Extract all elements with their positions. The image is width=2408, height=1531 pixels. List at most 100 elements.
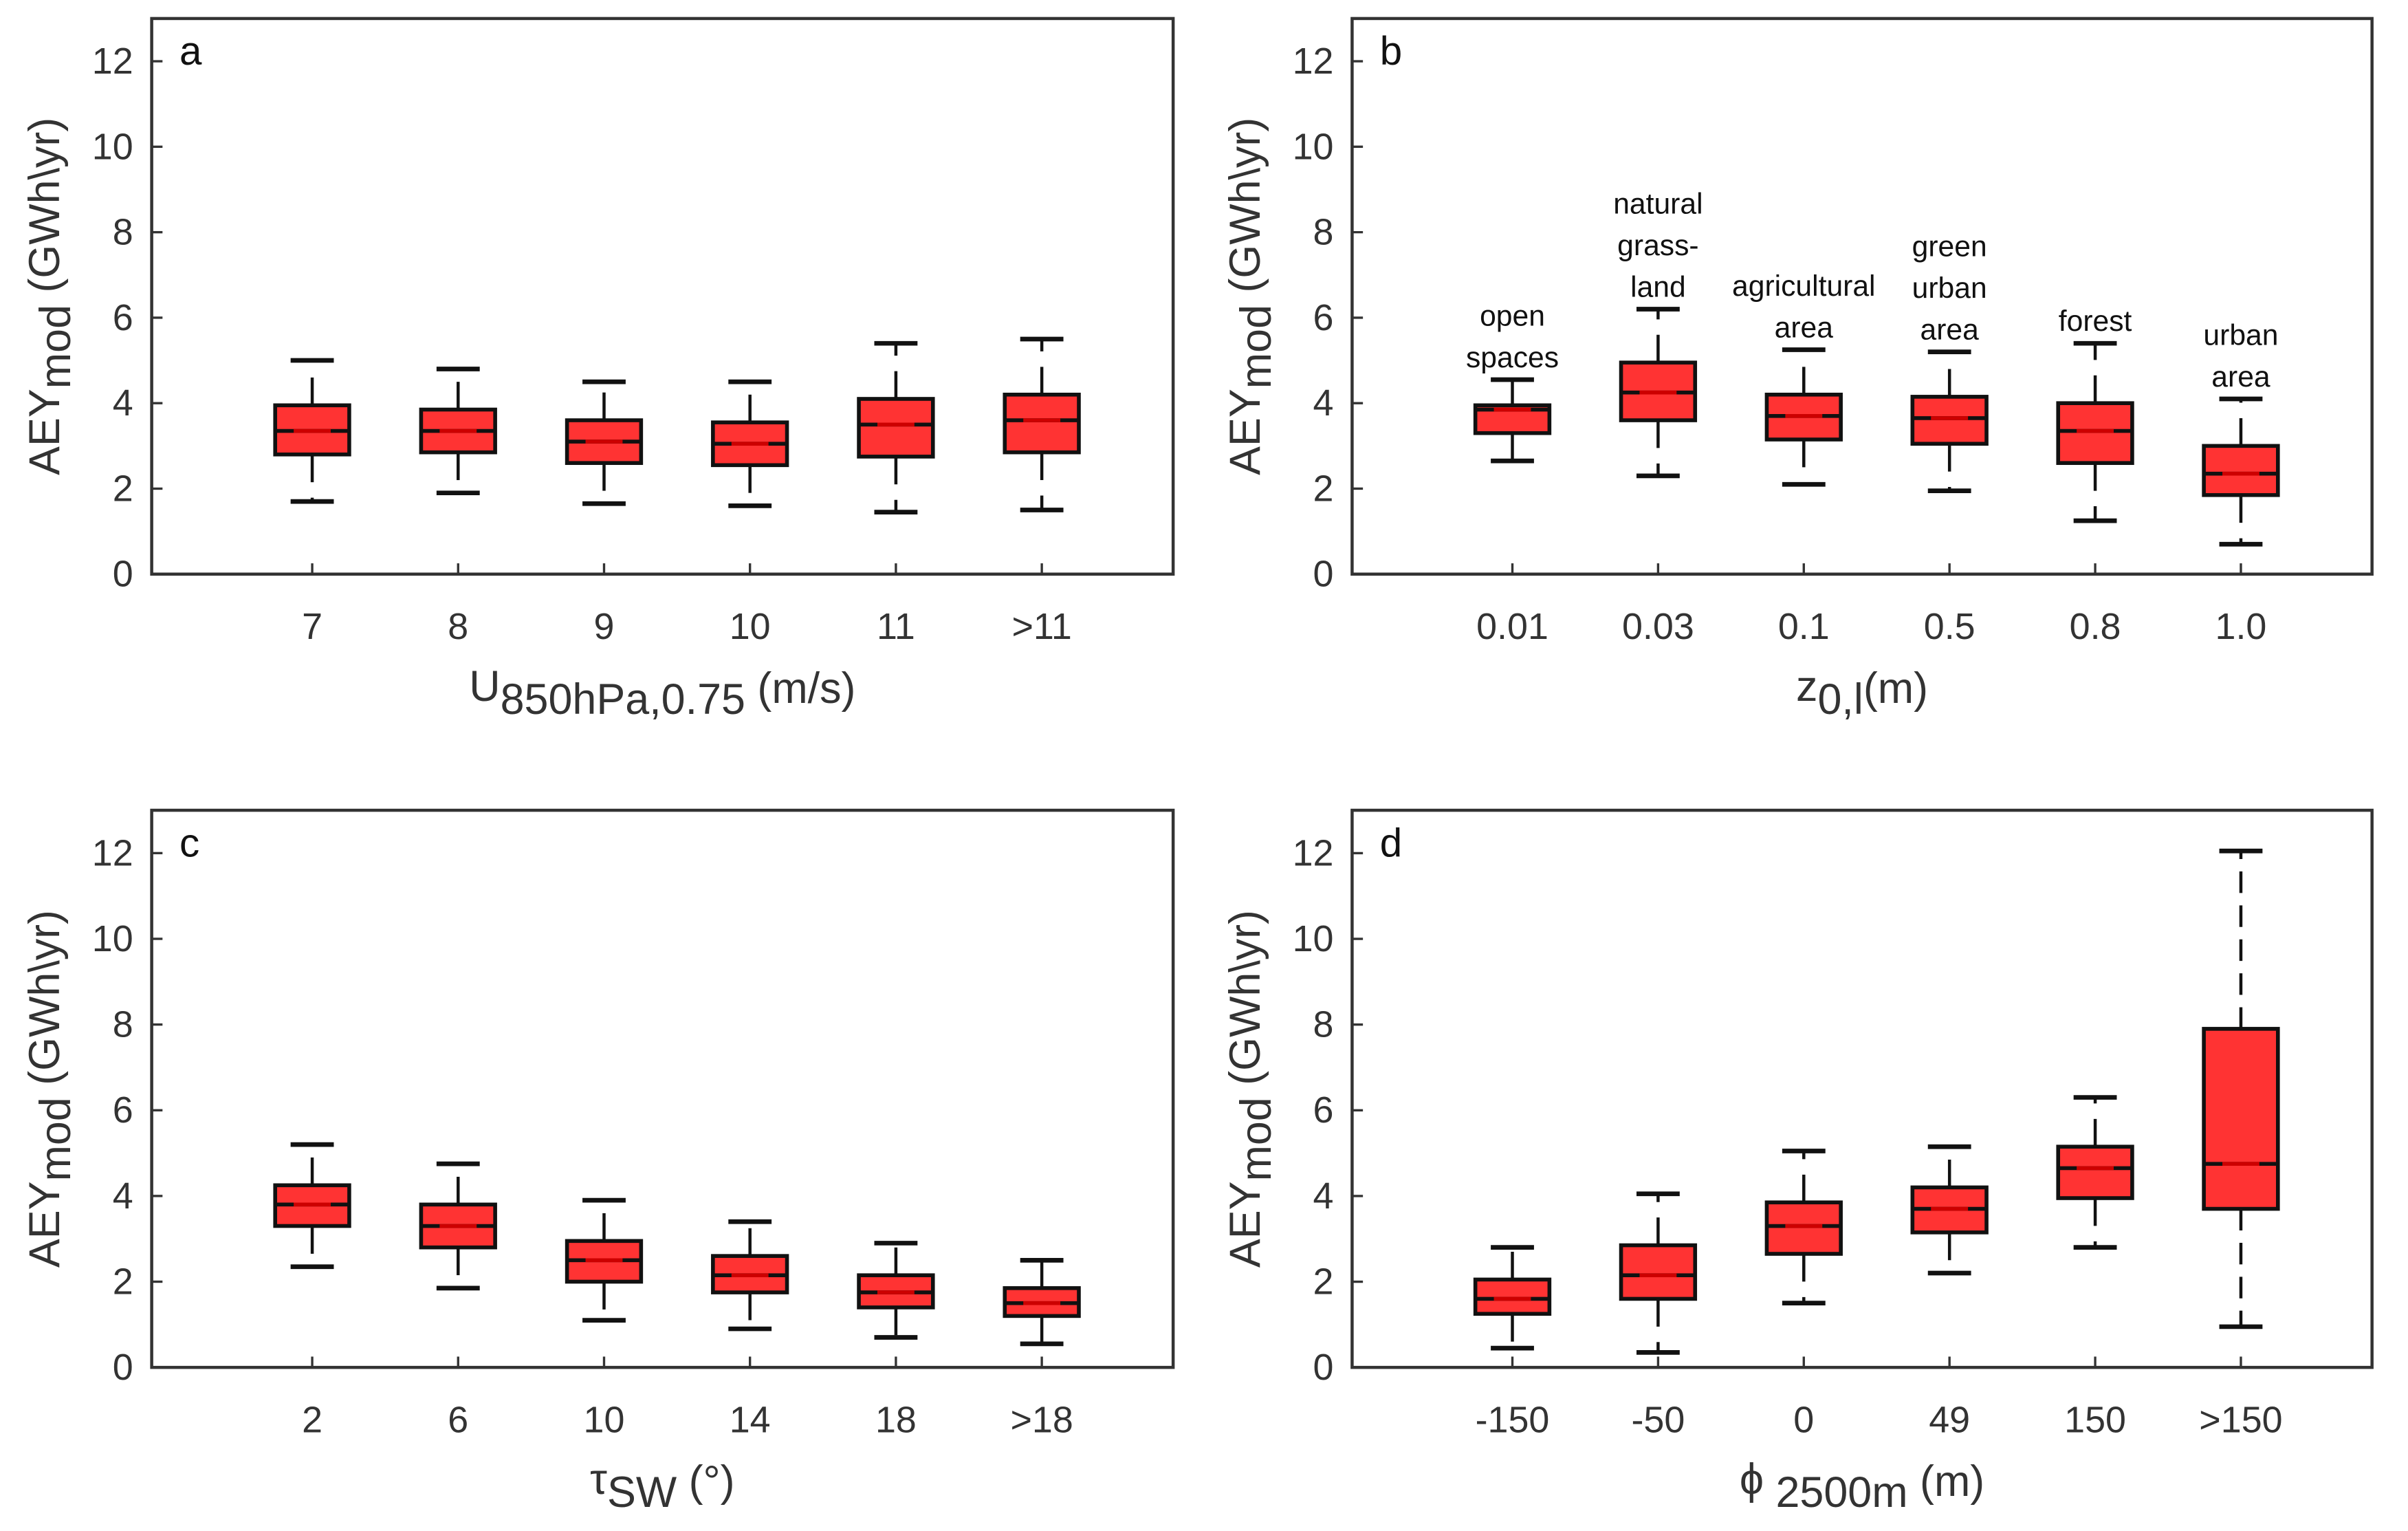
x-axis-label: U850hPa,0.75 (m/s) <box>469 662 855 724</box>
box-0 <box>273 358 351 504</box>
box-5 <box>2202 848 2280 1329</box>
y-tick-label: 8 <box>1313 212 1334 253</box>
y-label-main: AEY <box>21 389 69 475</box>
x-tick-label: 0 <box>1793 1399 1814 1440</box>
y-tick-label: 0 <box>1313 554 1334 595</box>
box-iqr <box>1473 1277 1552 1316</box>
x-label-unit: (m) <box>1908 1457 1985 1506</box>
x-axis-label: z0,l(m) <box>1796 662 1928 724</box>
category-annotation: natural <box>1613 187 1703 220</box>
x-label-main: U <box>469 662 500 710</box>
y-tick-label: 8 <box>113 212 133 253</box>
category-annotation: urban <box>1912 272 1987 305</box>
axes-frame <box>1350 17 2374 576</box>
y-tick-label: 12 <box>92 41 133 82</box>
category-annotation: spaces <box>1466 341 1559 374</box>
y-tick-label: 6 <box>1313 1089 1334 1131</box>
y-tick-label: 8 <box>1313 1004 1334 1045</box>
box-3 <box>1910 349 1989 493</box>
y-label-main: AEY <box>21 1181 69 1268</box>
x-tick-label: 0.01 <box>1476 606 1548 647</box>
x-tick-label: 0.5 <box>1924 606 1975 647</box>
x-label-main: ϕ <box>1740 1455 1764 1503</box>
x-tick-label: 150 <box>2064 1399 2126 1440</box>
x-tick-label: 2 <box>302 1399 322 1440</box>
y-label-unit: (GWh\yr) <box>21 118 69 305</box>
box-iqr <box>2056 401 2134 465</box>
category-annotation: open <box>1480 299 1545 332</box>
category-annotation: grass- <box>1617 229 1698 262</box>
box-5 <box>2202 396 2280 547</box>
box-iqr <box>857 397 935 459</box>
box-2 <box>1764 1149 1843 1306</box>
y-label-sub: mod <box>32 1097 80 1181</box>
x-tick-label: >11 <box>1011 606 1071 647</box>
y-label-sub: mod <box>1232 1097 1280 1181</box>
box-0 <box>1473 1245 1552 1351</box>
category-annotation: area <box>2211 360 2270 393</box>
x-axis-label: ϕ 2500m (m) <box>1740 1455 1984 1517</box>
y-tick-label: 2 <box>1313 1261 1334 1302</box>
axes-frame <box>1350 808 2374 1369</box>
x-label-main: z <box>1796 662 1817 710</box>
y-tick-label: 2 <box>113 1261 133 1302</box>
category-annotation: agricultural <box>1732 270 1875 303</box>
panel-letter: a <box>179 29 202 74</box>
y-tick-label: 10 <box>1293 918 1334 959</box>
x-tick-label: 0.1 <box>1778 606 1830 647</box>
x-tick-label: 49 <box>1929 1399 1970 1440</box>
x-tick-label: -150 <box>1476 1399 1550 1440</box>
category-annotation: land <box>1630 271 1686 304</box>
box-5 <box>1003 1257 1081 1347</box>
x-label-sub: 850hPa,0.75 <box>501 675 745 724</box>
x-label-unit: (m/s) <box>745 664 856 713</box>
y-label-unit: (GWh\yr) <box>1221 910 1269 1097</box>
box-0 <box>273 1142 351 1270</box>
y-label-unit: (GWh\yr) <box>21 910 69 1097</box>
panel-letter: c <box>179 821 199 865</box>
x-tick-label: >150 <box>2199 1399 2282 1440</box>
y-label-main: AEY <box>1221 389 1269 475</box>
y-axis-label: AEYmod (GWh\yr) <box>1221 118 1280 475</box>
box-1 <box>419 1161 497 1291</box>
y-tick-label: 10 <box>92 918 133 959</box>
panel-d: d 0 2 4 6 8 10 12 AEYmod (GWh\yr) ϕ 2500m (m) -150… <box>1221 808 2374 1517</box>
panel-letter: d <box>1380 821 1402 865</box>
y-tick-label: 10 <box>92 126 133 167</box>
x-tick-label: 9 <box>594 606 615 647</box>
x-label-unit: (°) <box>677 1457 734 1506</box>
x-label-main: τ <box>590 1455 607 1503</box>
box-2 <box>565 379 644 506</box>
y-tick-label: 4 <box>1313 1175 1334 1217</box>
y-tick-label: 6 <box>1313 297 1334 338</box>
y-axis-label: AEYmod (GWh\yr) <box>1221 910 1280 1268</box>
box-iqr <box>1003 392 1081 455</box>
box-1 <box>1619 307 1698 479</box>
box-4 <box>2056 1095 2134 1250</box>
y-tick-label: 2 <box>113 468 133 509</box>
y-axis-label: AEYmod (GWh\yr) <box>21 118 80 475</box>
x-tick-label: 14 <box>730 1399 771 1440</box>
y-label-sub: mod <box>32 305 80 389</box>
axes-frame <box>150 808 1175 1369</box>
box-4 <box>857 1241 935 1340</box>
y-tick-label: 6 <box>113 297 133 338</box>
x-label-unit: (m) <box>1863 664 1928 713</box>
category-annotation: green <box>1912 230 1987 263</box>
panel-b: b 0 2 4 6 8 10 12 AEYmod (GWh\yr) z0,l(m) 0.01 open… <box>1221 17 2374 724</box>
x-tick-label: 0.03 <box>1622 606 1694 647</box>
y-label-main: AEY <box>1221 1181 1269 1268</box>
box-iqr <box>1910 395 1989 446</box>
x-tick-label: 10 <box>730 606 771 647</box>
y-label-sub: mod <box>1232 305 1280 389</box>
y-tick-label: 0 <box>113 554 133 595</box>
box-4 <box>2056 340 2134 523</box>
y-tick-label: 0 <box>1313 1347 1334 1388</box>
box-iqr <box>2202 444 2280 497</box>
x-tick-label: >18 <box>1010 1399 1073 1440</box>
x-tick-label: 10 <box>584 1399 625 1440</box>
x-tick-label: 18 <box>875 1399 917 1440</box>
x-tick-label: 0.8 <box>2070 606 2121 647</box>
box-iqr <box>1619 1243 1698 1301</box>
